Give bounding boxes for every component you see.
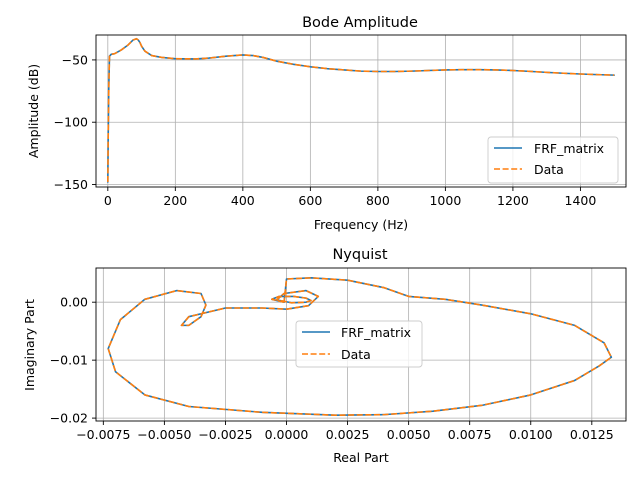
- bode-legend: FRF_matrix Data: [487, 136, 619, 184]
- bode-y-tick-label: −100: [54, 115, 88, 130]
- nyquist-legend-frf-label: FRF_matrix: [341, 325, 411, 340]
- nyquist-y-axis-label: Imaginary Part: [22, 299, 37, 391]
- nyquist-plot-frame: [95, 267, 627, 422]
- nyquist-x-axis-label: Real Part: [333, 450, 389, 465]
- bode-legend-data-label: Data: [534, 162, 564, 177]
- bode-plot-frame: [95, 34, 627, 188]
- bode-x-tick-label: 600: [298, 193, 322, 208]
- nyquist-x-tick-label: 0.0100: [509, 427, 553, 442]
- nyquist-x-tick-label: 0.0025: [326, 427, 370, 442]
- nyquist-x-tick-label: 0.0075: [448, 427, 492, 442]
- nyquist-x-tick-label: 0.0125: [570, 427, 614, 442]
- nyquist-legend: FRF_matrix Data: [295, 320, 423, 368]
- bode-x-tick-label: 200: [163, 193, 187, 208]
- nyquist-title: Nyquist: [332, 247, 387, 263]
- nyquist-x-tick-label: 0.0050: [387, 427, 431, 442]
- bode-y-tick-label: −150: [54, 177, 88, 192]
- bode-legend-frf-label: FRF_matrix: [534, 141, 604, 156]
- bode-amplitude-axes: Bode Amplitude 0 200 400 600 800 1000 1200 1400…: [26, 15, 627, 232]
- nyquist-y-tick-label: 0.00: [60, 295, 88, 310]
- bode-x-tick-label: 800: [366, 193, 390, 208]
- bode-y-tick-label: −50: [62, 52, 88, 67]
- nyquist-x-tick-label: −0.0075: [76, 427, 130, 442]
- nyquist-x-tick-label: 0.0000: [265, 427, 309, 442]
- bode-x-tick-label: 1200: [497, 193, 529, 208]
- bode-x-tick-label: 1000: [429, 193, 461, 208]
- nyquist-y-tick-label: −0.01: [50, 353, 88, 368]
- nyquist-legend-data-label: Data: [341, 347, 371, 362]
- bode-x-axis-label: Frequency (Hz): [314, 217, 408, 232]
- bode-title: Bode Amplitude: [302, 15, 418, 31]
- nyquist-x-tick-label: −0.0050: [137, 427, 191, 442]
- bode-x-tick-label: 400: [231, 193, 255, 208]
- nyquist-series-data-line: [107, 277, 613, 416]
- bode-x-tick-label: 0: [104, 193, 112, 208]
- nyquist-y-tick-label: −0.02: [50, 411, 88, 426]
- bode-series-data-line: [107, 37, 615, 183]
- nyquist-x-tick-label: −0.0025: [198, 427, 252, 442]
- bode-x-tick-label: 1400: [565, 193, 597, 208]
- bode-y-axis-label: Amplitude (dB): [26, 64, 41, 158]
- nyquist-axes: Nyquist −0.0075 −0.0050 −0.0025 0.0000 0.002…: [22, 247, 627, 465]
